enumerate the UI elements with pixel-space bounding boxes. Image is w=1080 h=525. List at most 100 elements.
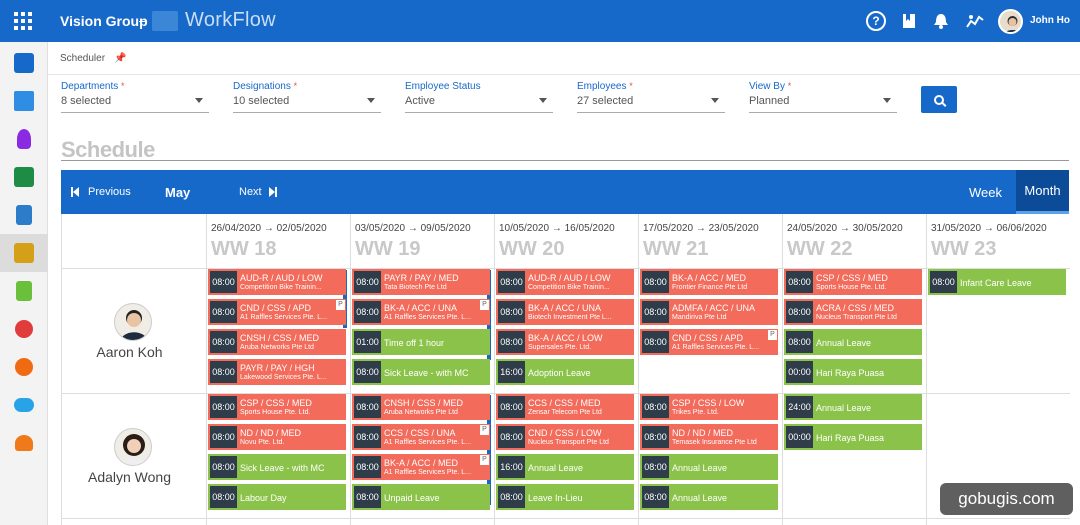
page-title: Scheduler (60, 53, 106, 64)
sidebar-item-dashboard[interactable] (0, 44, 48, 82)
sidebar-item-support[interactable] (0, 424, 48, 462)
event-card[interactable]: 08:00 PAYR / PAY / HGH Lakewood Services P… (208, 359, 346, 385)
event-time: 24:00 (786, 396, 813, 418)
event-details: Labour Day (237, 488, 287, 506)
pin-icon[interactable]: 📌 (114, 53, 127, 64)
event-card[interactable]: 08:00 BK-A / ACC / LOW Supersales Pte. Ltd… (496, 329, 634, 355)
event-card[interactable]: 08:00 Labour Day (208, 484, 346, 510)
event-card[interactable]: 08:00 CSP / CSS / MED Sports House Pte. Lt… (784, 269, 922, 295)
event-card[interactable]: 08:00 Annual Leave (640, 484, 778, 510)
avatar[interactable] (114, 303, 152, 341)
column-divider (494, 214, 495, 525)
event-card[interactable]: 08:00 Annual Leave (640, 454, 778, 480)
event-card[interactable]: 24:00 Annual Leave (784, 394, 922, 420)
event-card[interactable]: 08:00 CSP / CSS / MED Sports House Pte. Lt… (208, 394, 346, 420)
calendar-navbar: Previous May Next Week Month (61, 170, 1069, 214)
designations-filter[interactable]: Designations * 10 selected (233, 80, 381, 113)
event-card[interactable]: 08:00 CND / CSS / LOW Nucleus Transport Pt… (496, 424, 634, 450)
sidebar-item-scheduler[interactable] (0, 234, 48, 272)
event-card[interactable]: 08:00 CND / CSS / APD A1 Raffles Services … (208, 299, 346, 325)
event-time: 08:00 (642, 301, 669, 323)
brand-separator: – (139, 12, 147, 28)
event-card[interactable]: 08:00 Sick Leave - with MC (352, 359, 490, 385)
event-card[interactable]: 16:00 Adoption Leave (496, 359, 634, 385)
event-details: Unpaid Leave (381, 488, 440, 506)
event-card[interactable]: 08:00 BK-A / ACC / UNA A1 Raffles Services… (352, 299, 490, 325)
event-time: 08:00 (210, 331, 237, 353)
event-card[interactable]: 00:00 Hari Raya Puasa (784, 424, 922, 450)
user-name[interactable]: John Ho (1030, 15, 1070, 26)
employees-filter[interactable]: Employees * 27 selected (577, 80, 725, 113)
event-card[interactable]: 16:00 Annual Leave (496, 454, 634, 480)
departments-filter[interactable]: Departments * 8 selected (61, 80, 209, 113)
tab-month[interactable]: Month (1016, 170, 1069, 214)
help-icon[interactable]: ? (866, 11, 886, 31)
event-card[interactable]: 08:00 ND / ND / MED Novu Pte. Ltd. (208, 424, 346, 450)
event-card[interactable]: 08:00 CNSH / CSS / MED Aruba Networks Pte … (352, 394, 490, 420)
notification-bell-icon[interactable] (931, 11, 951, 31)
event-card[interactable]: 08:00 ND / ND / MED Temasek Insurance Pte … (640, 424, 778, 450)
event-card[interactable]: 00:00 Hari Raya Puasa (784, 359, 922, 385)
event-card[interactable]: 08:00 CND / CSS / APD A1 Raffles Services … (640, 329, 778, 355)
sidebar-item-sync[interactable] (0, 348, 48, 386)
event-title: CND / CSS / APD (240, 302, 312, 313)
event-card[interactable]: 08:00 CCS / CSS / UNA A1 Raffles Services … (352, 424, 490, 450)
event-card[interactable]: 08:00 CNSH / CSS / MED Aruba Networks Pte … (208, 329, 346, 355)
sidebar-item-cloud[interactable] (0, 386, 48, 424)
brand-name: Vision Group (60, 13, 148, 29)
user-avatar[interactable] (998, 9, 1023, 34)
event-card[interactable]: 08:00 CSP / CSS / LOW Trikes Pte. Ltd. (640, 394, 778, 420)
event-card[interactable]: 08:00 ACRA / CSS / MED Nucleus Transport P… (784, 299, 922, 325)
skip-next-icon (268, 187, 277, 197)
week-number: WW 20 (499, 238, 565, 260)
event-title: Hari Raya Puasa (816, 368, 885, 378)
app-grid-icon[interactable] (14, 12, 32, 30)
event-card[interactable]: 08:00 PAYR / PAY / MED Tata Biotech Pte Lt… (352, 269, 490, 295)
sidebar-item-timesheet[interactable] (0, 272, 48, 310)
event-card[interactable]: 08:00 ADMFA / ACC / UNA Mandiriva Pte Ltd (640, 299, 778, 325)
event-card[interactable]: 08:00 AUD-R / AUD / LOW Competition Bike T… (496, 269, 634, 295)
previous-button[interactable]: Previous (71, 186, 131, 198)
filter-value: Active (405, 95, 435, 107)
event-details: CND / CSS / APD A1 Raffles Services Pte. … (237, 303, 327, 322)
week-dates: 17/05/2020 → 23/05/2020 (643, 223, 759, 234)
event-card[interactable]: 01:00 Time off 1 hour (352, 329, 490, 355)
event-details: CNSH / CSS / MED Aruba Networks Pte Ltd (237, 333, 319, 352)
search-button[interactable] (921, 86, 957, 113)
dashboard-chart-icon (14, 53, 34, 73)
avatar[interactable] (114, 428, 152, 466)
event-card[interactable]: 08:00 AUD-R / AUD / LOW Competition Bike T… (208, 269, 346, 295)
event-time: 08:00 (642, 426, 669, 448)
employee-status-filter[interactable]: Employee Status Active (405, 80, 553, 113)
sidebar-item-spreadsheet[interactable] (0, 158, 48, 196)
event-details: ND / ND / MED Novu Pte. Ltd. (237, 428, 301, 447)
event-card[interactable]: 08:00 Sick Leave - with MC (208, 454, 346, 480)
filter-label: Designations (233, 81, 291, 92)
event-title: Annual Leave (672, 463, 728, 473)
view-by-filter[interactable]: View By * Planned (749, 80, 897, 113)
priority-flag-icon: P (480, 300, 489, 310)
next-button[interactable]: Next (239, 186, 277, 198)
required-marker: * (121, 81, 125, 91)
top-bar: Vision Group – WorkFlow ? John Ho (0, 0, 1080, 42)
event-card[interactable]: 08:00 BK-A / ACC / MED Frontier Finance Pt… (640, 269, 778, 295)
event-card[interactable]: 08:00 Leave In-Lieu (496, 484, 634, 510)
sidebar-item-folders[interactable] (0, 82, 48, 120)
event-card[interactable]: 08:00 Infant Care Leave (928, 269, 1066, 295)
week-dates: 26/04/2020 → 02/05/2020 (211, 223, 327, 234)
tab-week[interactable]: Week (969, 185, 1002, 200)
sidebar-item-users[interactable] (0, 120, 48, 158)
event-card[interactable]: 08:00 BK-A / ACC / UNA Biotech Investment … (496, 299, 634, 325)
analytics-icon[interactable] (965, 11, 985, 31)
event-card[interactable]: 08:00 BK-A / ACC / MED A1 Raffles Services… (352, 454, 490, 480)
selection-scroll-indicator[interactable] (487, 395, 491, 505)
event-card[interactable]: 08:00 CCS / CSS / MED Zensar Telecom Pte L… (496, 394, 634, 420)
column-divider (206, 214, 207, 525)
chevron-down-icon (711, 98, 719, 103)
bookmark-icon[interactable] (899, 11, 919, 31)
event-card[interactable]: 08:00 Annual Leave (784, 329, 922, 355)
sidebar-item-integrations[interactable] (0, 310, 48, 348)
sidebar-item-documents[interactable] (0, 196, 48, 234)
event-card[interactable]: 08:00 Unpaid Leave (352, 484, 490, 510)
event-client: Tata Biotech Pte Ltd (384, 283, 447, 291)
